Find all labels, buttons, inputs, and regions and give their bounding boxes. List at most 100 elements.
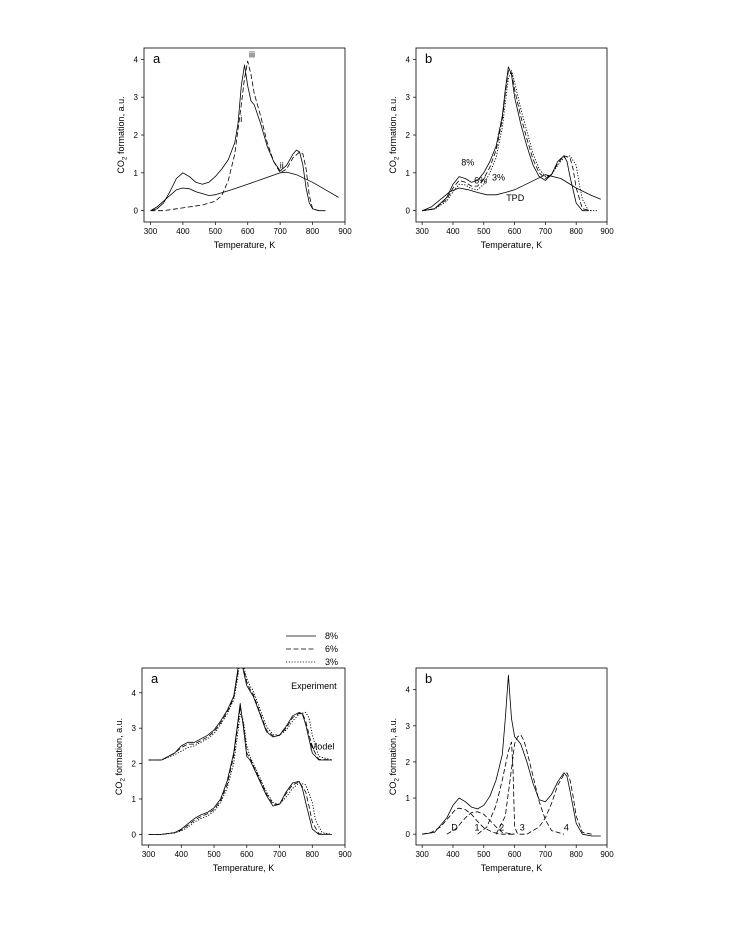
chart-panel-4: 300 400 500 600 700 800 900 0 1 2 3 4 Temperature, K…	[388, 667, 614, 873]
plot-frame	[415, 667, 608, 846]
annotation-label: iii	[249, 49, 255, 59]
y-tick-label: 0	[406, 207, 411, 216]
y-tick-label: 1	[406, 169, 411, 178]
x-tick-label: 300	[142, 850, 156, 859]
annotation-label: D	[451, 823, 458, 833]
x-tick-label: 900	[600, 850, 614, 859]
x-tick-label: 400	[175, 850, 189, 859]
chart-panel-1: 300 400 500 600 700 800 900 0 1 2 3 4 Temperature, K…	[116, 47, 352, 250]
series-line	[526, 772, 592, 835]
y-tick-label: 4	[406, 55, 411, 64]
annotation-label: TPD	[506, 193, 525, 203]
y-tick-label: 1	[406, 794, 411, 803]
series-line	[422, 70, 598, 212]
series-line	[422, 807, 515, 835]
series-line	[477, 741, 527, 835]
series-line	[150, 64, 326, 212]
annotation-label: 3%	[492, 172, 505, 182]
y-tick-label: 2	[132, 760, 137, 769]
y-tick-label: 4	[134, 55, 139, 64]
series-line	[148, 668, 333, 761]
x-tick-label: 700	[539, 850, 553, 859]
x-tick-label: 300	[415, 227, 429, 236]
x-tick-label: 300	[415, 850, 429, 859]
panel-letter: a	[151, 671, 159, 686]
x-tick-label: 500	[477, 850, 491, 859]
x-tick-label: 800	[306, 227, 320, 236]
series-line	[422, 674, 601, 837]
x-tick-label: 600	[240, 850, 254, 859]
y-tick-label: 3	[406, 722, 411, 731]
y-axis-label: CO2 formation, a.u.	[388, 718, 401, 795]
plot-frame	[143, 47, 346, 223]
annotation-label: 1	[474, 823, 479, 833]
x-tick-label: 300	[144, 227, 158, 236]
x-tick-label: 400	[176, 227, 190, 236]
y-tick-label: 3	[134, 93, 139, 102]
annotation-label: 3	[520, 823, 525, 833]
x-tick-label: 400	[446, 850, 460, 859]
y-tick-label: 0	[406, 830, 411, 839]
x-tick-label: 800	[306, 850, 320, 859]
series-line	[148, 668, 332, 761]
x-tick-label: 700	[273, 850, 287, 859]
y-tick-label: 2	[134, 131, 139, 140]
series-line	[422, 70, 592, 212]
series-line	[150, 171, 339, 212]
series-line	[148, 703, 332, 835]
x-tick-label: 400	[446, 227, 460, 236]
x-tick-label: 800	[570, 850, 584, 859]
x-tick-label: 900	[338, 850, 352, 859]
y-axis-label: CO2 formation, a.u.	[114, 718, 127, 795]
annotation-label: 2	[499, 823, 504, 833]
annotation-label: 8%	[461, 157, 474, 167]
annotation-label: ii	[280, 160, 284, 170]
y-tick-label: 3	[132, 724, 137, 733]
series-line	[148, 668, 332, 761]
annotation-label: i	[240, 114, 242, 124]
y-axis-label: CO2 formation, a.u.	[116, 96, 129, 173]
panel-letter: a	[153, 51, 161, 66]
legend-label: 6%	[325, 644, 338, 654]
series-line	[495, 734, 565, 835]
series-line	[150, 60, 320, 212]
annotation-label: Model	[310, 741, 335, 751]
x-axis-label: Temperature, K	[214, 240, 276, 250]
y-tick-label: 0	[134, 207, 139, 216]
x-axis-label: Temperature, K	[481, 240, 543, 250]
x-tick-label: 700	[273, 227, 287, 236]
legend-label: 3%	[325, 657, 338, 667]
x-axis-label: Temperature, K	[213, 863, 275, 873]
x-tick-label: 600	[241, 227, 255, 236]
x-tick-label: 500	[477, 227, 491, 236]
plot-frame	[141, 667, 346, 846]
x-tick-label: 900	[338, 227, 352, 236]
y-tick-label: 1	[134, 169, 139, 178]
y-tick-label: 3	[406, 93, 411, 102]
panel-letter: b	[425, 51, 432, 66]
annotation-label: Experiment	[291, 681, 337, 691]
x-tick-label: 700	[539, 227, 553, 236]
panel-letter: b	[425, 671, 432, 686]
y-tick-label: 2	[406, 131, 411, 140]
series-line	[148, 713, 332, 835]
x-tick-label: 500	[209, 227, 223, 236]
x-tick-label: 800	[570, 227, 584, 236]
annotation-label: 4	[564, 823, 569, 833]
x-tick-label: 900	[600, 227, 614, 236]
y-tick-label: 1	[132, 795, 137, 804]
y-tick-label: 2	[406, 758, 411, 767]
chart-panel-3: 300 400 500 600 700 800 900 0 1 2 3 4 Temperature, K…	[114, 631, 352, 873]
series-line	[422, 174, 601, 212]
y-tick-label: 4	[406, 686, 411, 695]
x-tick-label: 600	[508, 227, 522, 236]
legend-label: 8%	[325, 631, 338, 641]
annotation-label: 6%	[474, 175, 487, 185]
chart-panel-2: 300 400 500 600 700 800 900 0 1 2 3 4 Temperature, K…	[388, 47, 614, 250]
x-tick-label: 500	[207, 850, 221, 859]
series-line	[148, 706, 332, 835]
y-axis-label: CO2 formation, a.u.	[388, 96, 401, 173]
series-line	[422, 66, 589, 212]
series-line	[446, 811, 515, 835]
